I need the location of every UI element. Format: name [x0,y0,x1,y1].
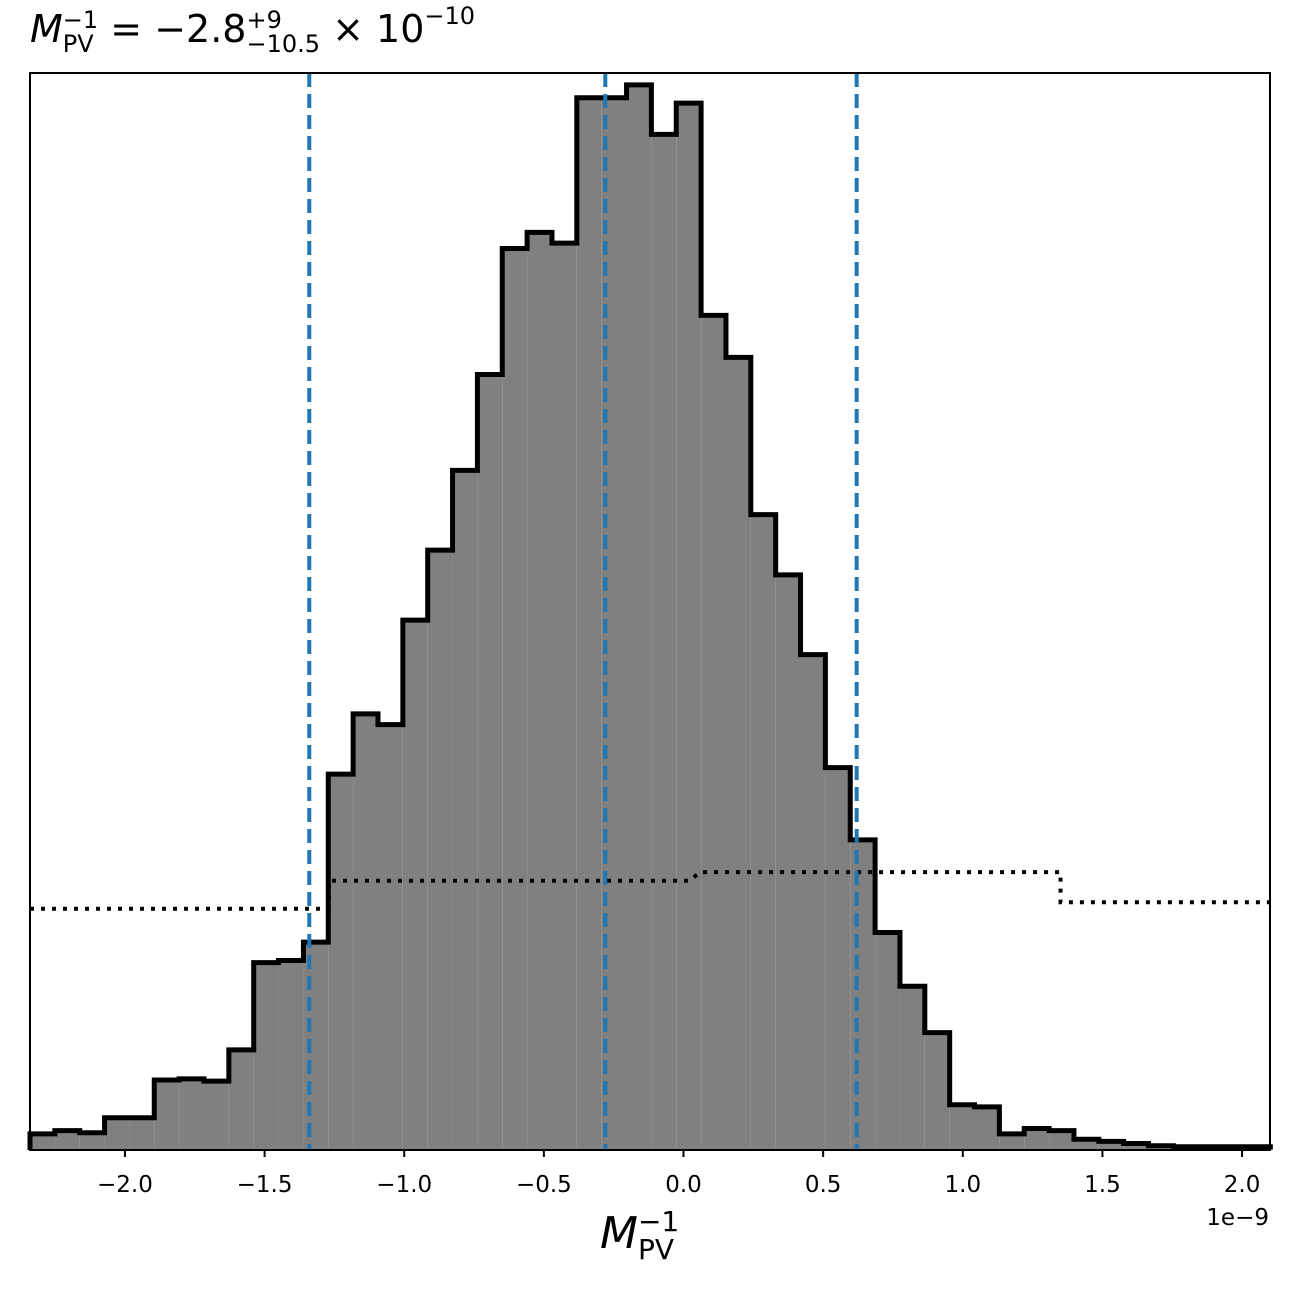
prior-layer [30,870,1270,911]
histogram-bar [104,1117,130,1150]
title-symbol-scripts: −1 PV [63,8,98,56]
histogram-bar [676,103,702,1150]
histogram-bar [427,550,453,1150]
histogram-layer [27,82,1273,1151]
histogram-bar [999,1133,1025,1150]
histogram-bar [1049,1130,1074,1150]
histogram-bar [477,374,503,1150]
xlabel-sub: PV [637,1233,675,1266]
xlabel-scripts: −1 PV [638,1208,679,1264]
histogram-bar [154,1079,180,1150]
histogram-bar [303,942,329,1150]
title-upper-error: +9 [246,5,282,34]
xlabel-sup: −1 [637,1205,680,1238]
histogram-bar [30,1133,55,1150]
histogram-bar [1123,1143,1149,1150]
histogram-bar [328,774,354,1150]
histogram-bar [179,1078,204,1150]
histogram-bar [850,839,876,1150]
quantile-lines-layer [307,73,859,1150]
x-tick-label: −2.0 [97,1172,153,1198]
histogram-bar [899,986,925,1150]
histogram-bar [750,514,776,1150]
histogram-bar [974,1106,1000,1150]
x-tick-label: −0.5 [516,1172,572,1198]
histogram-bar [875,932,900,1150]
x-tick-label: 1.0 [945,1172,982,1198]
histogram-bar [701,315,726,1150]
title-exponent: −10 [424,2,476,30]
histogram-bar [576,97,602,1150]
histogram-bar [452,470,478,1151]
title-times: × 10 [320,7,425,51]
histogram-bar [800,654,826,1150]
histogram-bar [551,243,577,1150]
chart-title: M −1 PV = −2.8 +9 −10.5 × 10−10 [30,2,475,62]
histogram-bar [353,713,378,1150]
histogram-step-outline [27,82,1273,1150]
histogram-bar [651,134,677,1150]
histogram-bar [1098,1141,1124,1150]
x-axis-label: M −1 PV [600,1208,679,1264]
histogram-bar [1073,1139,1099,1150]
prior-dotted-line [30,870,1270,911]
histogram-bar [278,960,304,1150]
histogram-bar [626,84,652,1150]
histogram-bar [1024,1128,1050,1150]
histogram-bar [725,357,751,1150]
histogram-bar [502,248,528,1150]
x-offset-text: 1e−9 [1206,1205,1269,1231]
xlabel-symbol: M [600,1208,638,1259]
x-tick-label: 0.0 [665,1172,702,1198]
histogram-bar [825,767,851,1150]
histogram-bar [949,1104,975,1150]
histogram-bar [203,1081,229,1150]
title-lower-error: −10.5 [246,29,321,58]
histogram-bar [79,1132,105,1150]
x-tick-label: 1.5 [1084,1172,1121,1198]
x-ticks-layer: −2.0 −1.5 −1.0 −0.5 0.0 0.5 1.0 1.5 2.0 [97,1150,1260,1198]
title-central-value: −2.8 [154,7,247,51]
x-tick-label: 0.5 [805,1172,842,1198]
histogram-bar [402,620,428,1150]
title-symbol-sup: −1 [62,5,99,34]
histogram-bar [775,574,801,1150]
histogram-bar [527,232,552,1150]
title-symbol: M [30,7,63,51]
title-symbol-sub: PV [62,29,94,58]
x-tick-label: −1.5 [237,1172,293,1198]
axes-frame [29,72,1271,1151]
histogram-bar [924,1032,950,1150]
histogram-bar [377,724,403,1150]
histogram-bar [228,1049,254,1150]
x-tick-label: −1.0 [376,1172,432,1198]
histogram-bar [54,1130,80,1150]
title-equals: = [98,7,155,51]
histogram-bar [253,962,279,1150]
title-errors: +9 −10.5 [246,8,320,56]
x-tick-label: 2.0 [1224,1172,1261,1198]
histogram-bar [129,1117,155,1150]
